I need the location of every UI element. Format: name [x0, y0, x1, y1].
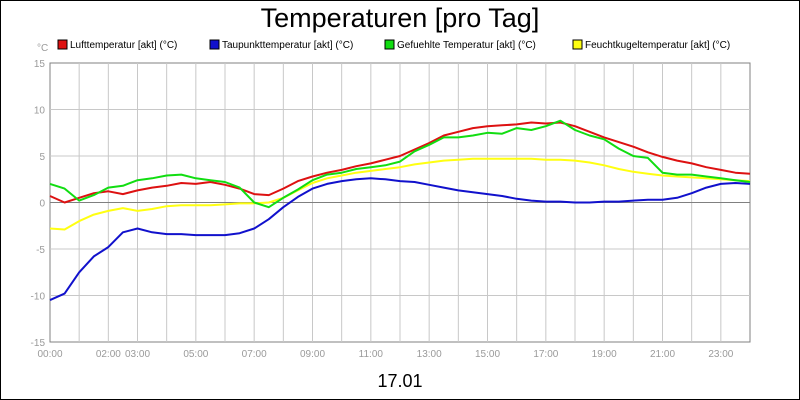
legend-swatch-taupunkttemperatur — [209, 39, 220, 50]
x-tick-label: 21:00 — [650, 349, 675, 360]
legend-swatch-feuchtkugeltemperatur — [572, 39, 583, 50]
chart-title: Temperaturen [pro Tag] — [261, 3, 540, 33]
x-axis-ticks: 00:00 02:00 03:00 05:00 07:00 09:00 11:00 13:00… — [37, 349, 733, 360]
series-line-lufttemperatur — [49, 121, 751, 204]
y-tick-label: -10 — [31, 292, 46, 303]
x-tick-label: 07:00 — [242, 349, 267, 360]
y-tick-label: 10 — [34, 106, 46, 117]
y-tick-label: -5 — [36, 245, 45, 256]
y-tick-label: 5 — [39, 152, 45, 163]
x-tick-label: 15:00 — [475, 349, 500, 360]
x-tick-label: 00:00 — [37, 349, 62, 360]
legend-item-lufttemperatur: Lufttemperatur [akt] (°C) — [57, 39, 177, 51]
grid — [50, 63, 750, 342]
legend-label-lufttemperatur: Lufttemperatur [akt] (°C) — [70, 40, 177, 51]
x-tick-label: 09:00 — [300, 349, 325, 360]
series-lines — [49, 119, 751, 302]
x-tick-label: 13:00 — [417, 349, 442, 360]
legend-item-gefuehlte-temperatur: Gefuehlte Temperatur [akt] (°C) — [384, 39, 536, 51]
date-label: 17.01 — [377, 371, 422, 391]
x-tick-label: 05:00 — [183, 349, 208, 360]
x-tick-label: 03:00 — [125, 349, 150, 360]
y-tick-label: -15 — [31, 338, 46, 349]
series-line-feuchtkugeltemperatur — [49, 157, 751, 231]
legend-item-taupunkttemperatur: Taupunkttemperatur [akt] (°C) — [209, 39, 353, 51]
y-axis-unit-label: °C — [37, 43, 48, 54]
x-tick-label: 23:00 — [708, 349, 733, 360]
y-tick-label: 0 — [39, 199, 45, 210]
y-tick-label: 15 — [34, 59, 46, 70]
legend-label-feuchtkugeltemperatur: Feuchtkugeltemperatur [akt] (°C) — [585, 40, 730, 51]
x-tick-label: 17:00 — [533, 349, 558, 360]
legend-swatch-gefuehlte-temperatur — [384, 39, 395, 50]
legend-label-gefuehlte-temperatur: Gefuehlte Temperatur [akt] (°C) — [397, 40, 536, 51]
x-tick-label: 02:00 — [96, 349, 121, 360]
series-line-taupunkttemperatur — [49, 177, 751, 302]
series-line-gefuehlte-temperatur — [49, 119, 751, 209]
legend: Lufttemperatur [akt] (°C) Taupunkttemper… — [57, 39, 730, 51]
x-tick-label: 19:00 — [592, 349, 617, 360]
legend-swatch-lufttemperatur — [57, 39, 68, 50]
x-tick-label: 11:00 — [359, 349, 384, 360]
legend-label-taupunkttemperatur: Taupunkttemperatur [akt] (°C) — [222, 40, 353, 51]
y-axis-ticks: -15 -10 -5 0 5 10 15 — [31, 59, 46, 349]
legend-item-feuchtkugeltemperatur: Feuchtkugeltemperatur [akt] (°C) — [572, 39, 730, 51]
